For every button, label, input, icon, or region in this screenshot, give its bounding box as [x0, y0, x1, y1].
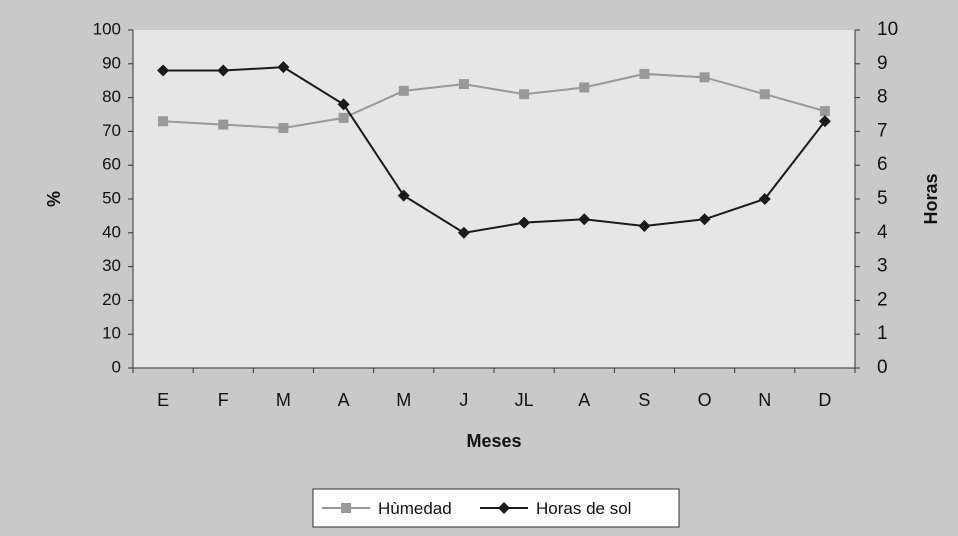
data-point-horas-de-sol — [818, 115, 831, 128]
data-point-horas-de-sol — [337, 98, 350, 111]
left-tick-label: 0 — [112, 357, 121, 376]
right-tick-label: 0 — [877, 357, 888, 378]
left-tick-label: 70 — [102, 121, 121, 140]
series-line-horas-de-sol — [163, 66, 826, 234]
right-tick-label: 5 — [877, 188, 888, 209]
data-point-h-medad — [218, 119, 229, 130]
data-point-h-medad — [278, 123, 289, 134]
data-point-h-medad — [579, 82, 590, 93]
y-axis-right-label: Horas — [921, 173, 941, 224]
right-tick-label: 1 — [877, 323, 888, 344]
x-tick-label: A — [578, 390, 590, 410]
data-point-horas-de-sol — [397, 189, 410, 202]
data-point-horas-de-sol — [157, 64, 170, 77]
right-tick-label: 8 — [877, 87, 888, 108]
data-point-h-medad — [338, 112, 349, 123]
legend-marker-humedad — [341, 503, 351, 513]
left-tick-label: 10 — [102, 324, 121, 343]
data-point-horas-de-sol — [758, 193, 771, 205]
x-tick-label: M — [276, 390, 291, 410]
right-tick-label: 6 — [877, 154, 888, 175]
data-point-horas-de-sol — [638, 220, 651, 233]
legend-label-humedad: Hùmedad — [378, 499, 452, 518]
legend-marker-horas-de-sol — [498, 502, 510, 514]
data-point-h-medad — [699, 72, 710, 83]
y-axis-left-label: % — [44, 191, 64, 207]
right-tick-label: 2 — [877, 289, 888, 310]
x-axis-label: Meses — [466, 431, 521, 451]
data-point-h-medad — [519, 89, 530, 100]
x-tick-label: N — [758, 390, 771, 410]
left-tick-label: 20 — [102, 290, 121, 309]
left-tick-label: 90 — [102, 53, 121, 72]
data-point-horas-de-sol — [698, 213, 711, 226]
left-tick-label: 60 — [102, 155, 121, 174]
x-tick-label: O — [698, 390, 712, 410]
series-layer — [157, 61, 831, 239]
x-tick-label: JL — [515, 390, 534, 410]
left-tick-label: 50 — [102, 188, 121, 207]
x-tick-label: J — [459, 390, 468, 410]
right-tick-label: 4 — [877, 222, 888, 243]
right-tick-label: 3 — [877, 256, 888, 277]
x-tick-label: D — [818, 390, 831, 410]
data-point-horas-de-sol — [518, 216, 531, 229]
data-point-horas-de-sol — [277, 61, 290, 74]
right-axis-ticks: 0 1 2 3 4 5 6 7 8 9 10 — [855, 19, 898, 378]
x-tick-label: M — [396, 390, 411, 410]
data-point-h-medad — [398, 85, 409, 96]
data-point-horas-de-sol — [217, 64, 230, 77]
x-tick-label: A — [338, 390, 350, 410]
plot-area — [133, 30, 855, 368]
legend-box — [312, 488, 680, 528]
data-point-h-medad — [639, 68, 650, 79]
right-tick-label: 10 — [877, 19, 898, 40]
data-point-h-medad — [819, 106, 830, 117]
data-point-h-medad — [158, 116, 169, 127]
data-point-h-medad — [759, 89, 770, 100]
left-axis-ticks: 0 10 20 30 40 50 60 70 80 90 100 — [93, 19, 133, 376]
left-tick-label: 80 — [102, 87, 121, 106]
legend-label-horas-de-sol: Horas de sol — [536, 499, 631, 518]
x-tick-label: F — [218, 390, 229, 410]
left-tick-label: 40 — [102, 222, 121, 241]
data-point-horas-de-sol — [457, 226, 470, 239]
data-point-horas-de-sol — [578, 213, 591, 226]
data-point-h-medad — [458, 79, 469, 90]
left-tick-label: 100 — [93, 19, 121, 38]
left-tick-label: 30 — [102, 256, 121, 275]
x-axis-ticks: E F M A M J JL A S O N D — [132, 368, 856, 410]
legend: Hùmedad Horas de sol — [312, 488, 680, 528]
right-tick-label: 7 — [877, 120, 888, 141]
series-line-h-medad — [163, 72, 826, 130]
x-tick-label: E — [157, 390, 169, 410]
right-tick-label: 9 — [877, 53, 888, 74]
x-tick-label: S — [638, 390, 650, 410]
